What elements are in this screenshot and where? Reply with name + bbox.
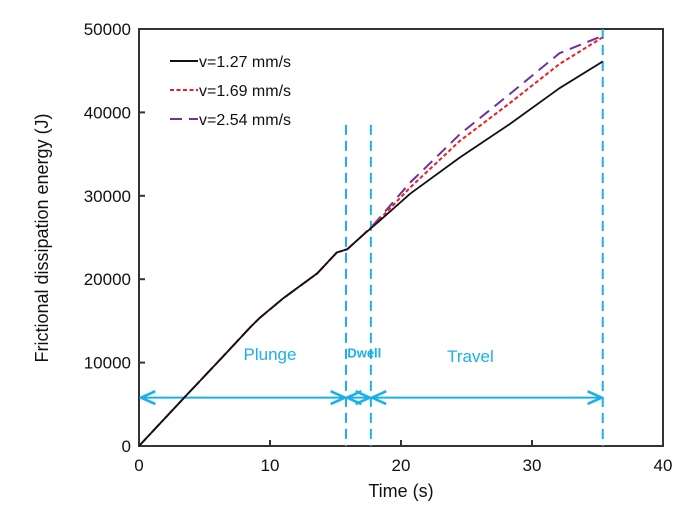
- x-tick-label: 10: [261, 456, 280, 475]
- x-tick-label: 0: [134, 456, 143, 475]
- x-tick-label: 40: [654, 456, 673, 475]
- x-tick-label: 20: [392, 456, 411, 475]
- series-line-1: [138, 60, 604, 447]
- legend-label: v=2.54 mm/s: [199, 112, 291, 129]
- legend: v=1.27 mm/s v=1.69 mm/s v=2.54 mm/s: [170, 54, 291, 129]
- phase-label-plunge: Plunge: [244, 345, 297, 364]
- x-tick-label: 30: [523, 456, 542, 475]
- y-tick-label: 30000: [84, 187, 131, 206]
- y-tick-label: 0: [122, 437, 131, 456]
- legend-label: v=1.69 mm/s: [199, 83, 291, 100]
- y-tick-label: 20000: [84, 270, 131, 289]
- phase-label-travel: Travel: [447, 347, 494, 366]
- phase-markers: Plunge Dwell Travel: [141, 29, 604, 446]
- series-lines: [138, 34, 604, 447]
- legend-label: v=1.27 mm/s: [199, 54, 291, 71]
- phase-label-dwell: Dwell: [347, 346, 381, 361]
- y-tick-label: 40000: [84, 103, 131, 122]
- x-axis-title: Time (s): [368, 481, 433, 501]
- y-tick-label: 10000: [84, 354, 131, 373]
- x-axis-ticks: 0 10 20 30 40: [134, 440, 672, 475]
- y-axis-title: Frictional dissipation energy (J): [32, 113, 52, 362]
- y-axis-ticks: 0 10000 20000 30000 40000 50000: [84, 20, 145, 456]
- y-tick-label: 50000: [84, 20, 131, 39]
